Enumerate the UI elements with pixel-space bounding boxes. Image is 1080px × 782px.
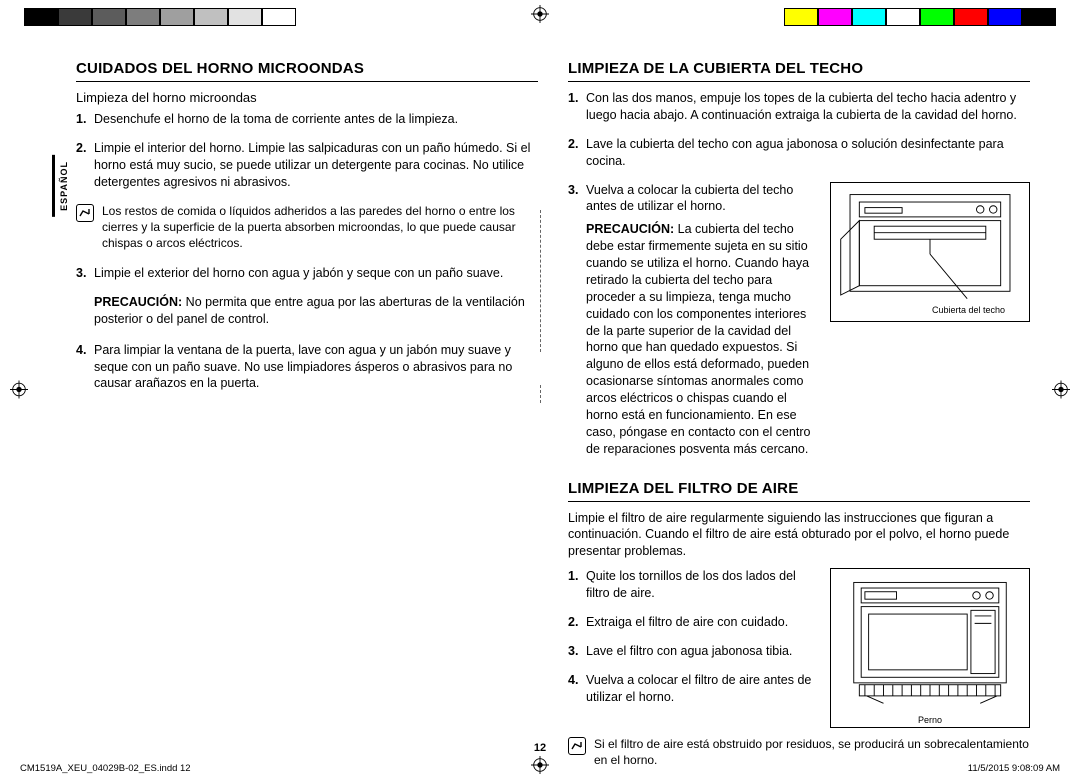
swatch	[194, 8, 228, 26]
swatch	[160, 8, 194, 26]
right-column: LIMPIEZA DE LA CUBIERTA DEL TECHO 1.Con …	[568, 60, 1030, 742]
rb-step-4-text: Vuelva a colocar el filtro de aire antes…	[586, 673, 811, 704]
rb-step-3-text: Lave el filtro con agua jabonosa tibia.	[586, 644, 792, 658]
microwave-open-illustration	[837, 189, 1023, 301]
swatch	[24, 8, 58, 26]
step-1: 1.Desenchufe el horno de la toma de corr…	[76, 111, 538, 128]
page-number: 12	[0, 742, 1080, 754]
figure-cubierta: Cubierta del techo	[830, 182, 1030, 322]
rt-step-1-text: Con las dos manos, empuje los topes de l…	[586, 91, 1017, 122]
swatch	[92, 8, 126, 26]
registration-mark-left	[10, 381, 28, 402]
swatch	[784, 8, 818, 26]
registration-mark-top	[531, 5, 549, 26]
rb-step-2-text: Extraiga el filtro de aire con cuidado.	[586, 615, 788, 629]
footer: CM1519A_XEU_04029B-02_ES.indd 12 11/5/20…	[20, 763, 1060, 774]
swatch	[886, 8, 920, 26]
rt-step-2-text: Lave la cubierta del techo con agua jabo…	[586, 137, 1004, 168]
rt-caution-text: La cubierta del techo debe estar firmeme…	[586, 222, 810, 455]
subheading: Limpieza del horno microondas	[76, 90, 538, 105]
note-icon	[76, 204, 94, 222]
microwave-filter-illustration	[837, 575, 1023, 705]
heading-cubierta: LIMPIEZA DE LA CUBIERTA DEL TECHO	[568, 60, 1030, 82]
rb-step-1-text: Quite los tornillos de los dos lados del…	[586, 569, 796, 600]
swatch	[852, 8, 886, 26]
footer-left: CM1519A_XEU_04029B-02_ES.indd 12	[20, 763, 191, 774]
figure-caption: Perno	[831, 715, 1029, 725]
rt-step-3: 3. Vuelva a colocar la cubierta del tech…	[568, 182, 1030, 458]
caution-block: PRECAUCIÓN: No permita que entre agua po…	[94, 294, 538, 328]
swatch	[228, 8, 262, 26]
step-3-text: Limpie el exterior del horno con agua y …	[94, 266, 503, 280]
rt-step-2: 2.Lave la cubierta del techo con agua ja…	[568, 136, 1030, 170]
rt-step-1: 1.Con las dos manos, empuje los topes de…	[568, 90, 1030, 124]
registration-mark-right	[1052, 381, 1070, 402]
swatch	[818, 8, 852, 26]
swatch	[954, 8, 988, 26]
note-text: Los restos de comida o líquidos adherido…	[102, 203, 538, 252]
rt-step-3-text: Vuelva a colocar la cubierta del techo a…	[586, 182, 820, 216]
filtro-intro: Limpie el filtro de aire regularmente si…	[568, 510, 1030, 561]
swatch	[1022, 8, 1056, 26]
language-tab: ESPAÑOL	[52, 155, 66, 217]
figure-filtro: Perno	[830, 568, 1030, 728]
left-column: CUIDADOS DEL HORNO MICROONDAS Limpieza d…	[76, 60, 538, 742]
step-4: 4.Para limpiar la ventana de la puerta, …	[76, 342, 538, 393]
swatch	[126, 8, 160, 26]
caution-label: PRECAUCIÓN:	[94, 295, 182, 309]
footer-right: 11/5/2015 9:08:09 AM	[968, 763, 1060, 774]
rb-step-4: 4.Vuelva a colocar el filtro de aire ant…	[568, 672, 820, 706]
swatch	[262, 8, 296, 26]
step-2-text: Limpie el interior del horno. Limpie las…	[94, 141, 530, 189]
rt-caution: PRECAUCIÓN: La cubierta del techo debe e…	[586, 221, 820, 457]
heading-cuidados: CUIDADOS DEL HORNO MICROONDAS	[76, 60, 538, 82]
swatch	[988, 8, 1022, 26]
step-1-text: Desenchufe el horno de la toma de corrie…	[94, 112, 458, 126]
step-4-text: Para limpiar la ventana de la puerta, la…	[94, 343, 512, 391]
rb-step-1: 1.Quite los tornillos de los dos lados d…	[568, 568, 820, 602]
rb-step-2: 2.Extraiga el filtro de aire con cuidado…	[568, 614, 820, 631]
heading-filtro: LIMPIEZA DEL FILTRO DE AIRE	[568, 480, 1030, 502]
note-block: Los restos de comida o líquidos adherido…	[76, 203, 538, 252]
step-3: 3.Limpie el exterior del horno con agua …	[76, 265, 538, 282]
swatch	[58, 8, 92, 26]
rt-caution-label: PRECAUCIÓN:	[586, 222, 674, 236]
figure-caption: Cubierta del techo	[932, 304, 1005, 316]
rb-step-3: 3.Lave el filtro con agua jabonosa tibia…	[568, 643, 820, 660]
swatch	[920, 8, 954, 26]
step-2: 2.Limpie el interior del horno. Limpie l…	[76, 140, 538, 191]
